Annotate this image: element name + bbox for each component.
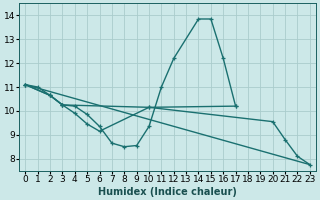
- X-axis label: Humidex (Indice chaleur): Humidex (Indice chaleur): [98, 187, 237, 197]
